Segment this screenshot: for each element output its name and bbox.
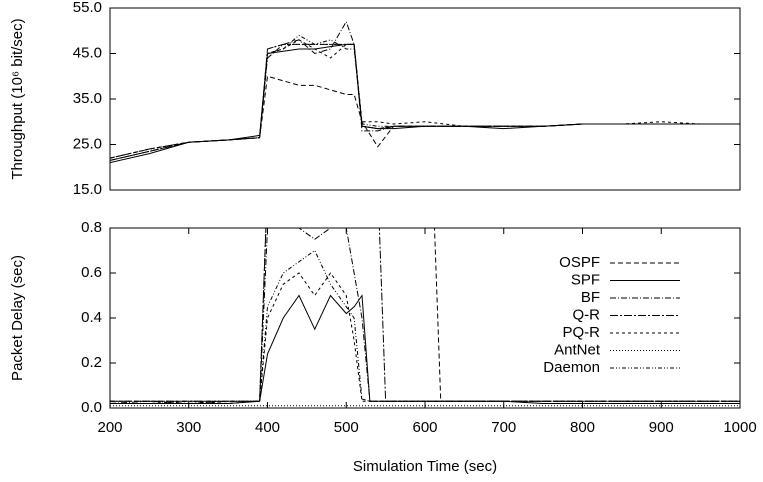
x-tick-label: 800 (570, 419, 595, 436)
y-tick-label: 0.2 (81, 354, 102, 371)
x-tick-label: 400 (255, 419, 280, 436)
series-line (110, 294, 740, 404)
series-line (110, 75, 740, 159)
y-tick-label: 0.6 (81, 264, 102, 281)
plot-area (110, 228, 740, 407)
plot-frame (109, 227, 741, 409)
plot-frame (109, 7, 741, 191)
y-tick-label: 35.0 (73, 90, 102, 107)
legend-label: AntNet (554, 341, 601, 358)
series-line (110, 39, 740, 159)
x-tick-label: 1000 (723, 419, 756, 436)
legend-label: BF (581, 289, 600, 306)
x-tick-label: 700 (491, 419, 516, 436)
series-line (110, 43, 740, 161)
series-line (110, 228, 740, 402)
x-tick-label: 300 (176, 419, 201, 436)
series-line (110, 228, 740, 402)
x-tick-label: 900 (649, 419, 674, 436)
legend-label: SPF (571, 271, 600, 288)
series-line (110, 34, 740, 159)
series-line (110, 249, 740, 402)
y-tick-label: 0.4 (81, 309, 102, 326)
x-axis-label: Simulation Time (sec) (353, 458, 497, 475)
legend-label: Q-R (573, 306, 601, 323)
series-line (110, 43, 740, 161)
x-tick-label: 200 (97, 419, 122, 436)
y-tick-label: 25.0 (73, 135, 102, 152)
series-line (110, 272, 740, 405)
legend-label: OSPF (559, 254, 600, 271)
y-tick-label: 0.0 (81, 399, 102, 416)
y-tick-label: 55.0 (73, 0, 102, 16)
y-tick-label: 0.8 (81, 219, 102, 236)
y-axis-label: Packet Delay (sec) (9, 255, 26, 381)
series-line (110, 20, 740, 161)
y-tick-label: 45.0 (73, 44, 102, 61)
x-tick-label: 500 (334, 419, 359, 436)
y-axis-label: Throughput (10⁶ bit/sec) (9, 18, 26, 179)
legend-label: PQ-R (563, 324, 601, 341)
plot-area (110, 20, 740, 164)
y-tick-label: 15.0 (73, 181, 102, 198)
series-line (110, 43, 740, 164)
legend-label: Daemon (543, 359, 600, 376)
x-tick-label: 600 (412, 419, 437, 436)
